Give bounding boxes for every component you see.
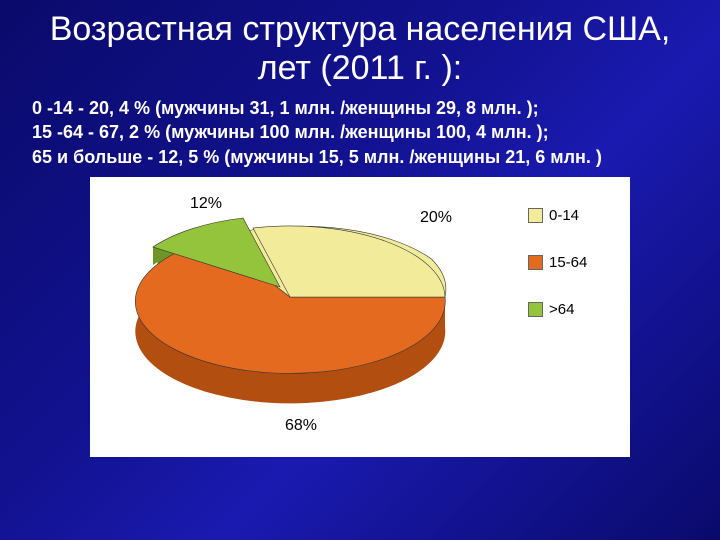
desc-line: 0 -14 - 20, 4 % (мужчины 31, 1 млн. /жен… xyxy=(32,96,688,120)
description-block: 0 -14 - 20, 4 % (мужчины 31, 1 млн. /жен… xyxy=(0,96,720,177)
legend-label: 15-64 xyxy=(549,254,587,271)
pie-chart-svg xyxy=(90,177,520,457)
desc-line: 65 и больше - 12, 5 % (мужчины 15, 5 млн… xyxy=(32,145,688,169)
pct-label-64plus: 12% xyxy=(190,195,222,213)
chart-legend: 0-14 15-64 >64 xyxy=(528,207,618,348)
page-title: Возрастная структура населения США, лет … xyxy=(0,0,720,96)
legend-label: >64 xyxy=(549,301,574,318)
legend-item-0-14: 0-14 xyxy=(528,207,618,224)
legend-label: 0-14 xyxy=(549,207,579,224)
legend-item-15-64: 15-64 xyxy=(528,254,618,271)
desc-line: 15 -64 - 67, 2 % (мужчины 100 млн. /женщ… xyxy=(32,120,688,144)
pct-label-15-64: 68% xyxy=(285,417,317,435)
legend-swatch-15-64 xyxy=(528,255,543,270)
pct-label-0-14: 20% xyxy=(420,209,452,227)
legend-item-64plus: >64 xyxy=(528,301,618,318)
pie-chart-container: 12% 20% 68% 0-14 15-64 >64 xyxy=(90,177,630,457)
legend-swatch-64plus xyxy=(528,302,543,317)
legend-swatch-0-14 xyxy=(528,208,543,223)
